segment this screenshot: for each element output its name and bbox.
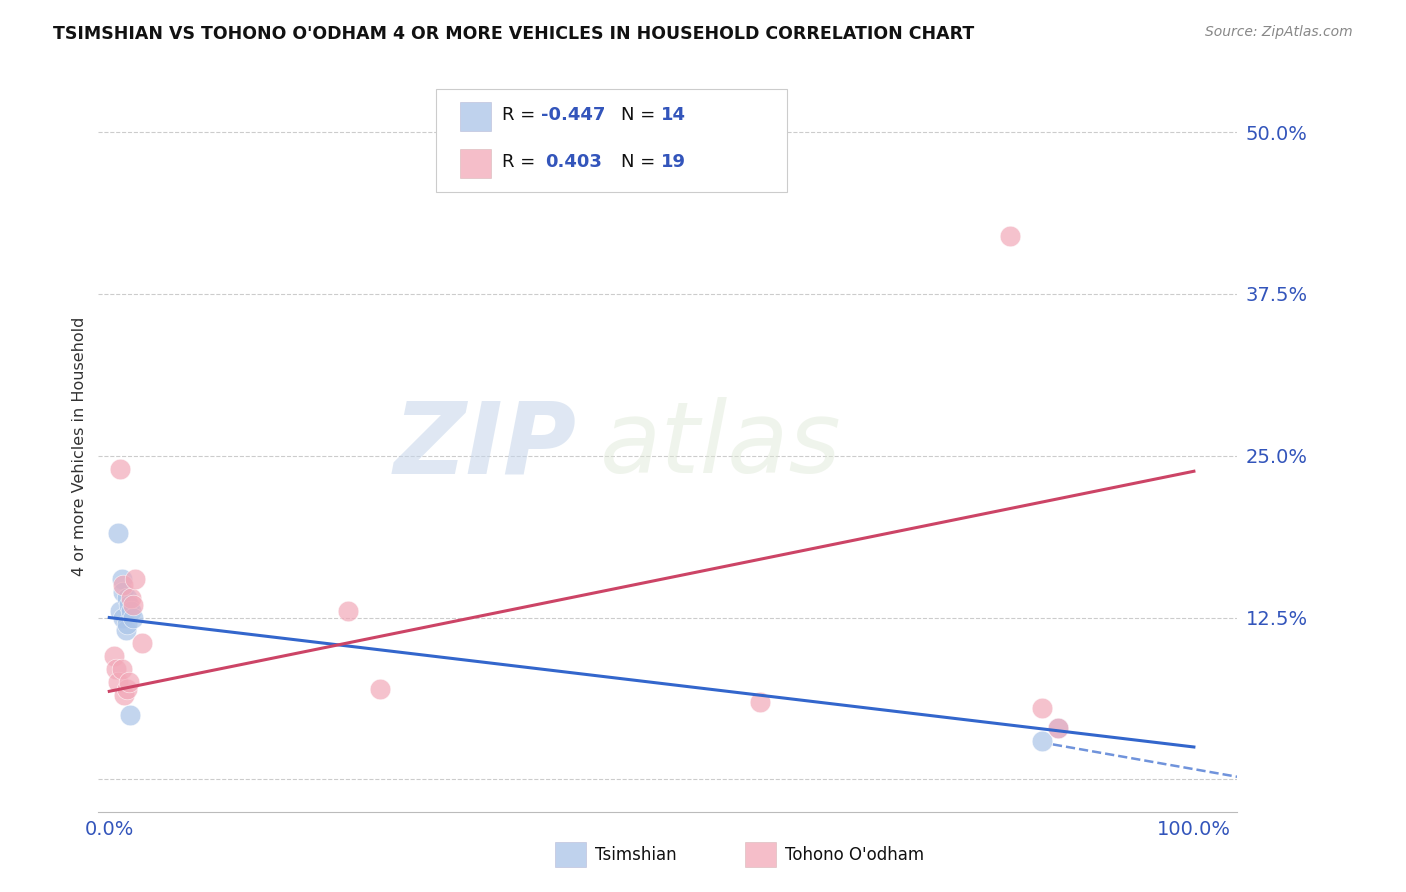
Text: R =: R = [502,106,541,124]
Point [749,695,772,709]
Text: N =: N = [621,153,661,171]
Point [104,662,127,676]
Point [112,610,135,624]
Text: Source: ZipAtlas.com: Source: ZipAtlas.com [1205,25,1353,39]
Point [115,591,138,606]
Point [1047,721,1070,735]
Point [120,604,142,618]
Point [118,707,141,722]
Y-axis label: 4 or more Vehicles in Household: 4 or more Vehicles in Household [72,317,87,575]
Point [1031,733,1053,747]
Point [103,649,125,664]
Text: TSIMSHIAN VS TOHONO O'ODHAM 4 OR MORE VEHICLES IN HOUSEHOLD CORRELATION CHART: TSIMSHIAN VS TOHONO O'ODHAM 4 OR MORE VE… [53,25,974,43]
Text: N =: N = [621,106,661,124]
Point [111,572,134,586]
Point [114,624,136,638]
Text: 0.403: 0.403 [546,153,602,171]
Text: ZIP: ZIP [394,398,576,494]
Point [107,675,129,690]
Point [115,617,138,632]
Point [122,610,145,624]
Text: atlas: atlas [599,398,841,494]
Point [112,578,135,592]
Text: 14: 14 [661,106,686,124]
Point [108,604,131,618]
Point [1031,701,1053,715]
Text: Tsimshian: Tsimshian [595,846,676,863]
Point [112,584,135,599]
Point [124,572,146,586]
Point [107,526,129,541]
Point [336,604,359,618]
Point [120,591,142,606]
Point [122,598,145,612]
Point [131,636,153,650]
Point [108,461,131,475]
Text: -0.447: -0.447 [541,106,606,124]
Text: Tohono O'odham: Tohono O'odham [785,846,924,863]
Point [115,681,138,696]
Point [1047,721,1070,735]
Point [114,688,136,702]
Text: R =: R = [502,153,547,171]
Text: 19: 19 [661,153,686,171]
Point [111,662,134,676]
Point [118,598,141,612]
Point [370,681,392,696]
Point [998,228,1021,243]
Point [118,675,141,690]
